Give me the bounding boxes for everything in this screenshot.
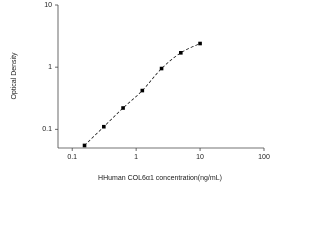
- x-tick-label: 0.1: [67, 154, 77, 161]
- y-tick-label: 1: [48, 64, 52, 71]
- y-tick-label: 10: [44, 2, 52, 9]
- data-point: [198, 41, 202, 46]
- x-tick-label: 1: [134, 154, 138, 161]
- x-tick-label: 10: [196, 154, 204, 161]
- page: HHuman COL6α1 concentration(ng/mL) Optic…: [10, 1, 270, 182]
- data-point: [82, 143, 87, 148]
- data-point: [179, 51, 183, 55]
- x-tick-label: 100: [258, 154, 270, 161]
- chart: HHuman COL6α1 concentration(ng/mL) Optic…: [11, 2, 270, 182]
- data-point: [102, 124, 106, 129]
- y-tick-label: 0.1: [42, 126, 52, 133]
- data-point: [121, 106, 125, 110]
- x-axis-label: HHuman COL6α1 concentration(ng/mL): [98, 175, 222, 182]
- fit-curve: [84, 43, 201, 146]
- data-point: [159, 66, 164, 71]
- y-axis-label: Optical Density: [11, 52, 18, 100]
- data-point: [140, 88, 145, 93]
